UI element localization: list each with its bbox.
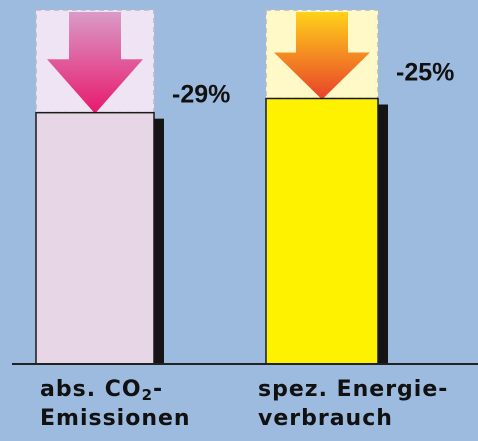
bar-energy-consumption [265,97,379,365]
category-label-co2-line2: Emissionen [40,406,191,431]
data-label-co2-change: -29% [172,81,230,109]
data-label-energy-change: -25% [396,59,454,87]
bar-2-reduction-arrow-icon [274,12,370,100]
bar-1-shadow [154,118,164,364]
bar-2-shadow [378,104,388,364]
category-label-energy-line1: spez. Energie- [258,377,448,402]
category-label-co2-line1: abs. CO2- [40,377,163,404]
category-label-energy-line2: verbrauch [258,406,393,431]
bar-co2-emissions [35,111,155,365]
bar-1-reduction-arrow-icon [47,12,143,114]
